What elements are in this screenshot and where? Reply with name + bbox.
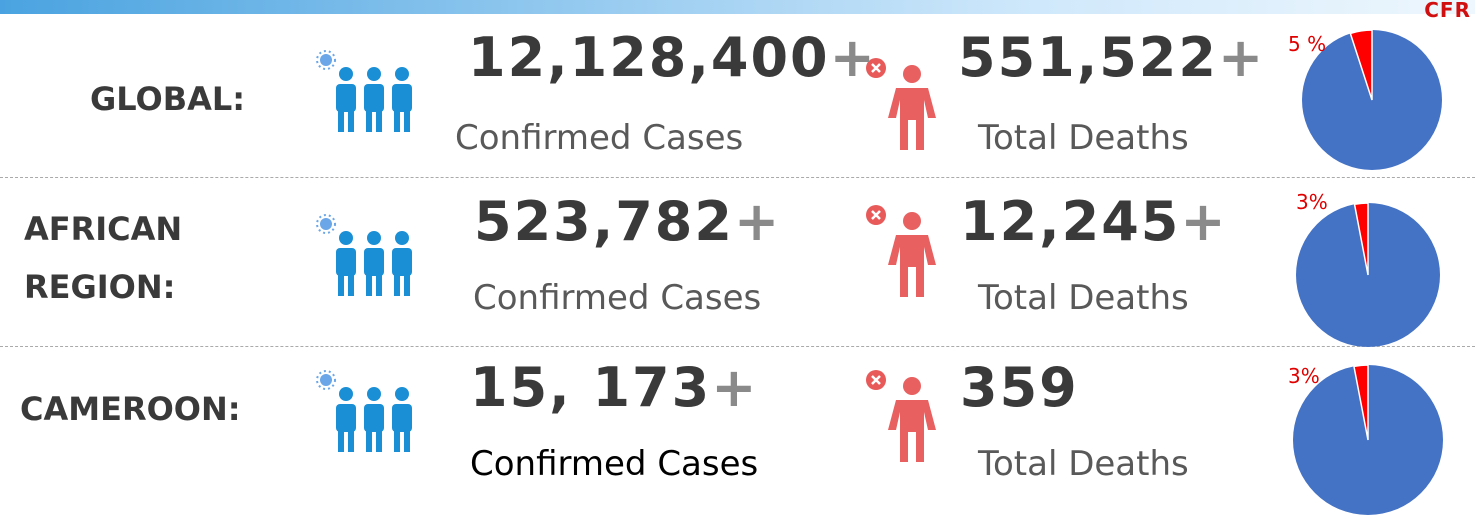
deaths-value: 12,245 <box>960 190 1181 253</box>
deaths-number: 551,522+ <box>958 26 1265 89</box>
deaths-icon <box>864 203 938 299</box>
plus-sign: + <box>1217 26 1266 89</box>
cases-value: 523,782 <box>474 190 734 253</box>
region-label: AFRICAN REGION: <box>24 210 183 306</box>
cases-value: 12,128,400 <box>468 26 830 89</box>
cases-caption: Confirmed Cases <box>455 118 744 158</box>
cases-number: 15, 173+ <box>470 356 758 419</box>
cases-value: 15, 173 <box>470 356 712 419</box>
plus-sign: + <box>733 190 782 253</box>
separator <box>0 177 1475 178</box>
pie-wedge <box>1349 29 1373 101</box>
deaths-value: 359 <box>960 356 1079 419</box>
cfr-label: 3% <box>1288 364 1320 388</box>
deaths-value: 551,522 <box>958 26 1218 89</box>
deaths-number: 12,245+ <box>960 190 1228 253</box>
cfr-label: 5 % <box>1288 32 1327 56</box>
cfr-title: CFR <box>1424 0 1471 22</box>
deaths-caption: Total Deaths <box>978 444 1189 484</box>
plus-sign: + <box>1180 190 1228 253</box>
banner <box>0 0 1475 14</box>
cases-caption: Confirmed Cases <box>470 444 759 484</box>
cases-icon <box>316 214 413 297</box>
deaths-number: 359 <box>960 356 1079 419</box>
cases-number: 12,128,400+ <box>468 26 877 89</box>
cases-caption: Confirmed Cases <box>473 278 762 318</box>
deaths-icon <box>864 368 938 464</box>
deaths-caption: Total Deaths <box>978 278 1189 318</box>
plus-sign: + <box>711 356 759 419</box>
cases-icon <box>316 370 413 453</box>
pie-wedge <box>1353 364 1369 441</box>
plus-sign: + <box>829 26 877 89</box>
deaths-caption: Total Deaths <box>978 118 1189 158</box>
cfr-label: 3% <box>1296 190 1328 214</box>
pie-wedge <box>1353 202 1369 276</box>
cases-number: 523,782+ <box>474 190 781 253</box>
separator <box>0 346 1475 347</box>
region-label: GLOBAL: <box>90 80 246 118</box>
region-label: CAMEROON: <box>20 390 241 428</box>
